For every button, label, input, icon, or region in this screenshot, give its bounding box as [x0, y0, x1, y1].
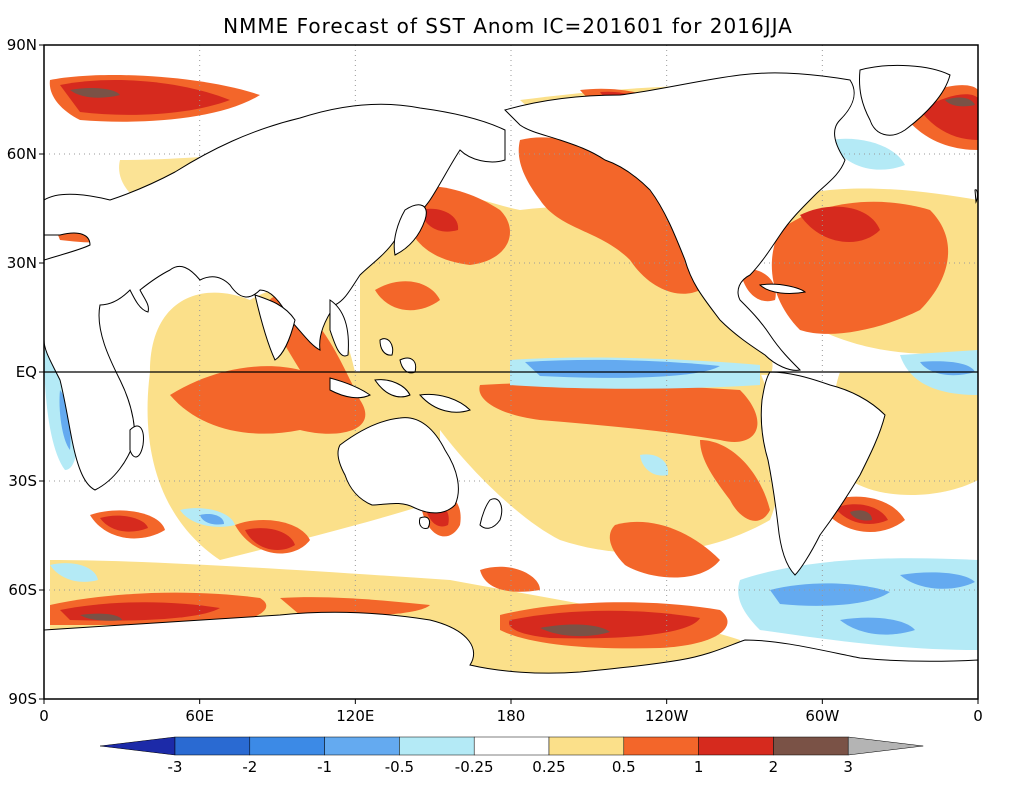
lon-tick-label: 60E: [185, 707, 214, 725]
lon-tick-label: 120E: [336, 707, 374, 725]
island-cuba: [758, 283, 807, 294]
island-japan: [393, 204, 427, 256]
lat-tick-label: 30N: [7, 254, 37, 272]
island-iceland: [974, 189, 978, 204]
colorbar-bin: [623, 736, 699, 756]
lon-tick-label: 0: [39, 707, 49, 725]
peninsula-india: [254, 294, 296, 361]
continent-antarctica: [44, 611, 978, 699]
colorbar-bin: [548, 736, 625, 756]
lat-tick-label: 60S: [8, 581, 37, 599]
colorbar-label: 2: [769, 758, 779, 776]
colorbar-bin: [773, 736, 849, 756]
island-new-zealand: [479, 498, 503, 529]
map-title: NMME Forecast of SST Anom IC=201601 for …: [223, 14, 793, 38]
island-madagascar: [129, 425, 144, 458]
lat-tick-label: 60N: [7, 145, 37, 163]
colorbar-legend: -3 -2 -1 -0.5 -0.25 0.25 0.5 1 2 3: [99, 736, 924, 776]
colorbar-label: 0.25: [532, 758, 565, 776]
lat-tick-label: EQ: [16, 363, 37, 381]
colorbar-label: -0.25: [455, 758, 494, 776]
island-tasmania: [419, 516, 431, 529]
colorbar-label: 0.5: [612, 758, 636, 776]
colorbar-label: 1: [694, 758, 704, 776]
continent-north-america: [504, 72, 855, 371]
colorbar-label: 3: [843, 758, 853, 776]
continent-africa-eurasia: [44, 103, 506, 491]
colorbar-bin: [698, 736, 774, 756]
colorbar-label: -2: [242, 758, 257, 776]
island-greenland: [859, 64, 951, 136]
colorbar-label: -3: [168, 758, 183, 776]
continent-south-america: [760, 371, 886, 576]
lat-tick-label: 90N: [7, 36, 37, 54]
anomaly-contours-very-strong-warm: [70, 87, 975, 637]
colorbar-low-arrow: [99, 736, 176, 756]
colorbar-bin: [473, 736, 550, 756]
lon-tick-label: 0: [973, 707, 983, 725]
lon-tick-label: 60W: [805, 707, 839, 725]
lon-tick-label: 180: [497, 707, 526, 725]
longitude-axis: 0 60E 120E 180 120W 60W 0: [39, 699, 983, 725]
latitude-axis: 90N 60N 30N EQ 30S 60S 90S: [7, 36, 44, 708]
colorbar-label: -1: [317, 758, 332, 776]
lon-tick-label: 120W: [645, 707, 689, 725]
colorbar-bin: [249, 736, 325, 756]
anomaly-contours-strong-warm: [60, 80, 978, 639]
colorbar-bin: [174, 736, 251, 756]
colorbar-label: -0.5: [385, 758, 414, 776]
colorbar-bin: [399, 736, 475, 756]
colorbar-high-arrow: [847, 736, 924, 756]
lat-tick-label: 90S: [8, 690, 37, 708]
colorbar-bin: [324, 736, 400, 756]
land-masses: [44, 64, 978, 699]
lat-tick-label: 30S: [8, 472, 37, 490]
peninsula-se-asia: [329, 299, 349, 357]
continent-australia: [337, 417, 459, 514]
